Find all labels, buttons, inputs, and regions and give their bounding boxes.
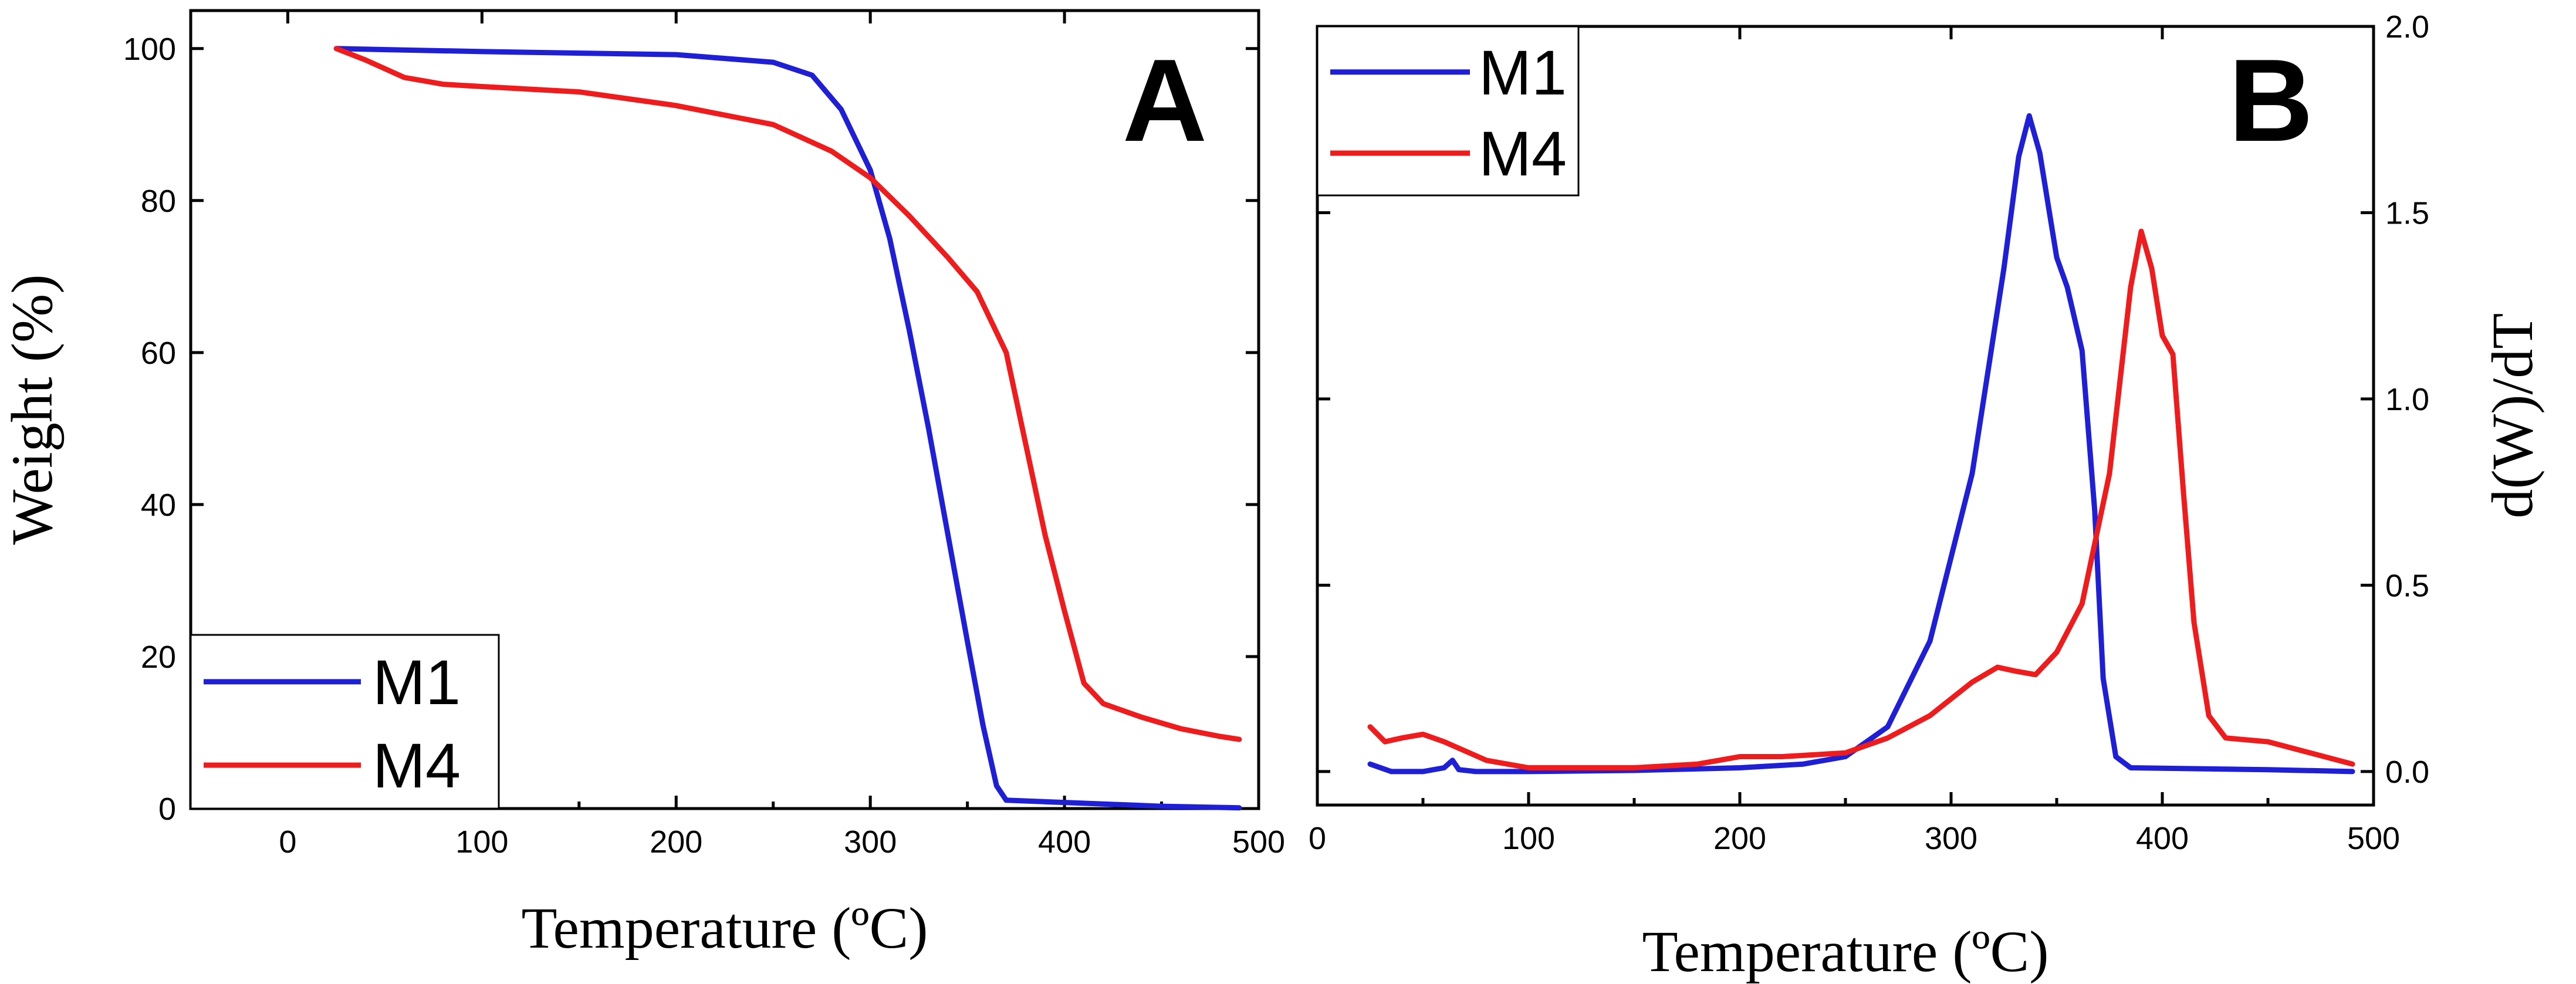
chart-1-y-tick-label: 20 [141,640,176,675]
chart-2-panel-label: B [2229,35,2313,166]
chart-2-x-tick-label: 200 [1713,821,1766,856]
chart-1-panel-label: A [1123,35,1207,166]
chart-2-y-tick-label: 1.5 [2385,195,2429,231]
chart-2-x-tick-label: 500 [2347,821,2400,856]
chart-1-y-tick-label: 40 [141,488,176,523]
chart-1-x-axis-title: Temperature (ºC) [521,895,928,961]
chart-1-x-tick-label: 400 [1038,824,1091,860]
chart-1-legend-label-m4: M4 [373,730,461,801]
chart-2-y-axis-title: d(W)/dT [2480,313,2545,519]
chart-1-y-tick-label: 100 [123,32,176,67]
chart-1-y-tick-label: 60 [141,336,176,371]
chart-2-x-tick-label: 400 [2136,821,2189,856]
chart-1-series-m4 [333,46,1242,742]
chart-1-x-tick-label: 200 [650,824,702,860]
chart-2-legend-label-m4: M4 [1479,118,1567,189]
chart-1-plot-frame [189,9,1260,810]
chart-2-y-tick-label: 0.5 [2385,568,2429,603]
chart-2-y-tick-label: 0.0 [2385,755,2429,790]
chart-2-legend-label-m1: M1 [1479,37,1567,108]
chart-2-series-m1 [1367,113,2355,775]
chart-2-x-tick-label: 300 [1925,821,1977,856]
chart-1-x-tick-label: 300 [844,824,897,860]
chart-2-series-m4 [1367,228,2355,770]
chart-1-legend-box [190,634,500,810]
chart-2-x-tick-label: 100 [1502,821,1555,856]
chart-1-series-m1 [333,46,1242,811]
chart-1-y-axis-title: Weight (%) [0,274,65,545]
chart-2-y-tick-label: 1.0 [2385,382,2429,417]
chart-1-y-tick-label: 80 [141,184,176,219]
chart-2-legend-box [1316,25,1580,197]
chart-1-legend-label-m1: M1 [373,647,461,718]
chart-1-x-tick-label: 0 [279,824,296,860]
chart-2-x-tick-label: 0 [1309,821,1326,856]
chart-1-y-tick-label: 0 [158,792,176,827]
chart-2-y-tick-label: 2.0 [2385,9,2429,45]
chart-2-x-axis-title: Temperature (ºC) [1642,919,2048,984]
panel-b: 0 100 200 300 400 500 0.0 0.5 1.0 1.5 2.0 Temperatu… [1309,9,2545,984]
panel-a: 0 100 200 300 400 500 0 20 40 60 80 100 Temperature … [0,9,1285,961]
chart-1-x-tick-label: 100 [455,824,508,860]
chart-1-x-tick-label: 500 [1232,824,1285,860]
